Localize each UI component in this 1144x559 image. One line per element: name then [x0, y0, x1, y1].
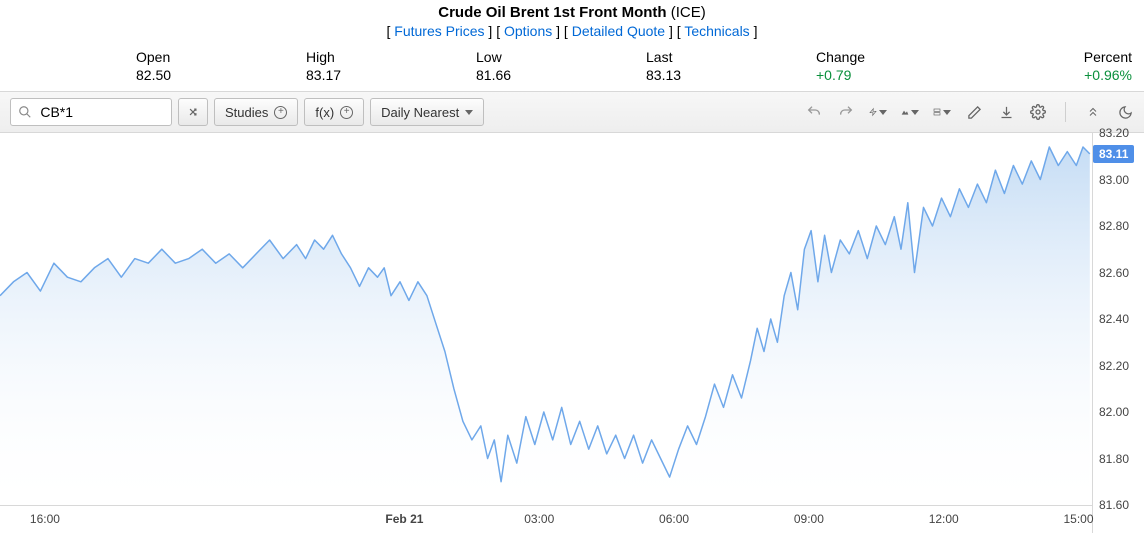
pencil-icon: [967, 105, 982, 120]
theme-button[interactable]: [1116, 103, 1134, 121]
stat-low-label: Low: [476, 49, 646, 65]
y-tick: 81.60: [1099, 498, 1129, 512]
display-dropdown[interactable]: [933, 103, 951, 121]
undo-icon: [806, 104, 822, 120]
draw-button[interactable]: [965, 103, 983, 121]
y-tick: 82.20: [1099, 359, 1129, 373]
stat-low-value: 81.66: [476, 67, 646, 83]
chevron-down-icon: [911, 110, 919, 115]
y-tick: 81.80: [1099, 452, 1129, 466]
stat-open-value: 82.50: [136, 67, 306, 83]
x-tick: 16:00: [30, 512, 60, 526]
fx-button[interactable]: f(x) +: [304, 98, 364, 126]
x-tick: 03:00: [524, 512, 554, 526]
stat-change-value: +0.79: [816, 67, 1046, 83]
title-line: Crude Oil Brent 1st Front Month (ICE): [0, 4, 1144, 21]
y-tick: 83.00: [1099, 173, 1129, 187]
toolbar-actions: [805, 102, 1134, 122]
studies-button[interactable]: Studies +: [214, 98, 298, 126]
instrument-exchange: (ICE): [671, 4, 706, 21]
chevron-down-icon: [879, 110, 887, 115]
instrument-name: Crude Oil Brent 1st Front Month: [438, 4, 666, 21]
x-tick: 15:00: [1064, 512, 1094, 526]
download-icon: [999, 105, 1014, 120]
stat-high-label: High: [306, 49, 476, 65]
divider: [1065, 102, 1066, 122]
stat-open: Open 82.50: [136, 49, 306, 83]
toolbar: Studies + f(x) + Daily Nearest: [0, 91, 1144, 133]
moon-icon: [1118, 105, 1133, 120]
stat-high-value: 83.17: [306, 67, 476, 83]
symbol-input[interactable]: [38, 103, 165, 121]
chart-type-dropdown[interactable]: [901, 103, 919, 121]
stat-percent: Percent +0.96%: [1046, 49, 1144, 83]
compare-icon: [186, 105, 200, 119]
stat-last-value: 83.13: [646, 67, 816, 83]
undo-button[interactable]: [805, 103, 823, 121]
collapse-icon: [1087, 105, 1099, 119]
y-tick: 82.80: [1099, 219, 1129, 233]
period-dropdown[interactable]: Daily Nearest: [370, 98, 484, 126]
period-label: Daily Nearest: [381, 105, 459, 120]
y-tick: 83.20: [1099, 126, 1129, 140]
stat-change: Change +0.79: [816, 49, 1046, 83]
y-tick: 82.60: [1099, 266, 1129, 280]
header: Crude Oil Brent 1st Front Month (ICE) [ …: [0, 0, 1144, 39]
gear-icon: [1030, 104, 1046, 120]
stat-change-label: Change: [816, 49, 1046, 65]
stat-last-label: Last: [646, 49, 816, 65]
events-dropdown[interactable]: [869, 103, 887, 121]
stats-row: Open 82.50 High 83.17 Low 81.66 Last 83.…: [0, 39, 1144, 91]
compare-button[interactable]: [178, 98, 208, 126]
redo-button[interactable]: [837, 103, 855, 121]
stat-open-label: Open: [136, 49, 306, 65]
stat-low: Low 81.66: [476, 49, 646, 83]
collapse-button[interactable]: [1084, 103, 1102, 121]
nav-link-futures-prices[interactable]: Futures Prices: [394, 23, 484, 39]
nav-link-options[interactable]: Options: [504, 23, 552, 39]
stat-last: Last 83.13: [646, 49, 816, 83]
chevron-down-icon: [465, 110, 473, 115]
x-tick: Feb 21: [385, 512, 423, 526]
layout-icon: [933, 105, 941, 119]
download-button[interactable]: [997, 103, 1015, 121]
x-tick: 09:00: [794, 512, 824, 526]
plus-icon: +: [340, 106, 353, 119]
redo-icon: [838, 104, 854, 120]
nav-link-detailed-quote[interactable]: Detailed Quote: [572, 23, 665, 39]
plus-icon: +: [274, 106, 287, 119]
search-icon: [17, 103, 32, 121]
x-tick: 12:00: [929, 512, 959, 526]
x-axis: 16:00 Feb 21 03:00 06:00 09:00 12:00 15:00: [0, 505, 1092, 533]
chart[interactable]: 83.2083.0082.8082.6082.4082.2082.0081.80…: [0, 133, 1144, 533]
settings-button[interactable]: [1029, 103, 1047, 121]
symbol-search[interactable]: [10, 98, 172, 126]
fx-label: f(x): [315, 105, 334, 120]
y-tick: 82.40: [1099, 312, 1129, 326]
mountain-icon: [901, 105, 909, 119]
stat-percent-value: +0.96%: [1046, 67, 1132, 83]
y-axis: 83.2083.0082.8082.6082.4082.2082.0081.80…: [1092, 133, 1144, 533]
bolt-icon: [869, 104, 877, 120]
price-badge: 83.11: [1093, 145, 1134, 163]
stat-percent-label: Percent: [1046, 49, 1132, 65]
nav-link-technicals[interactable]: Technicals: [684, 23, 749, 39]
chevron-down-icon: [943, 110, 951, 115]
stat-high: High 83.17: [306, 49, 476, 83]
x-tick: 06:00: [659, 512, 689, 526]
nav-links: [ Futures Prices ] [ Options ] [ Detaile…: [0, 23, 1144, 39]
chart-svg: [0, 133, 1092, 505]
studies-label: Studies: [225, 105, 268, 120]
y-tick: 82.00: [1099, 405, 1129, 419]
